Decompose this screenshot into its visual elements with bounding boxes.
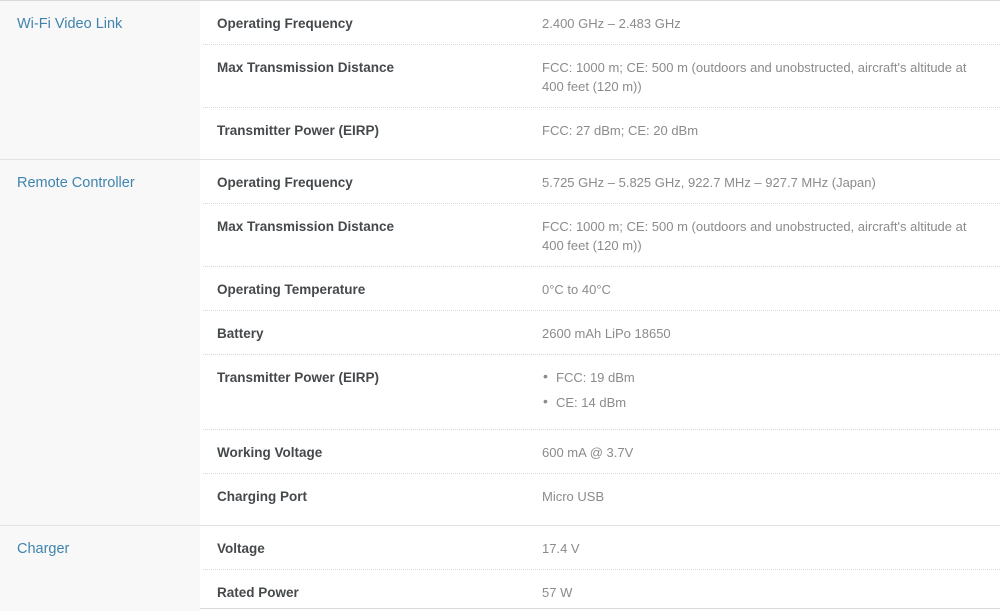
section-title-cell: Remote Controller: [0, 160, 200, 525]
value-bullet-item: CE: 14 dBm: [542, 392, 970, 412]
section-rows: Operating Frequency 5.725 GHz – 5.825 GHz…: [200, 160, 1000, 525]
spec-section: Remote Controller Operating Frequency 5.72…: [0, 159, 1000, 525]
row-label: Transmitter Power (EIRP): [217, 370, 380, 385]
table-row: Operating Frequency 5.725 GHz – 5.825 GHz…: [203, 160, 1000, 204]
row-label: Rated Power: [217, 585, 299, 600]
row-value: 17.4 V: [542, 541, 580, 556]
row-label: Max Transmission Distance: [217, 60, 395, 75]
table-row: Rated Power 57 W: [203, 570, 1000, 611]
table-row: Operating Frequency 2.400 GHz – 2.483 GHz: [203, 1, 1000, 45]
row-value: FCC: 1000 m; CE: 500 m (outdoors and uno…: [542, 219, 967, 253]
row-value: 57 W: [542, 585, 573, 600]
row-value: FCC: 19 dBm CE: 14 dBm: [542, 367, 1000, 418]
row-label: Working Voltage: [217, 445, 323, 460]
value-bullet-item: FCC: 19 dBm: [542, 367, 970, 387]
spec-section: Wi-Fi Video Link Operating Frequency 2.400…: [0, 1, 1000, 159]
row-label: Charging Port: [217, 489, 307, 504]
table-row: Charging Port Micro USB: [203, 474, 1000, 525]
row-label: Transmitter Power (EIRP): [217, 123, 380, 138]
table-row: Transmitter Power (EIRP) FCC: 19 dBm CE: 1…: [203, 355, 1000, 430]
row-label: Operating Temperature: [217, 282, 366, 297]
table-row: Operating Temperature 0°C to 40°C: [203, 267, 1000, 311]
row-value: 2600 mAh LiPo 18650: [542, 326, 671, 341]
table-row: Working Voltage 600 mA @ 3.7V: [203, 430, 1000, 474]
row-value: 600 mA @ 3.7V: [542, 445, 634, 460]
row-value: 0°C to 40°C: [542, 282, 611, 297]
row-label: Voltage: [217, 541, 265, 556]
table-row: Max Transmission Distance FCC: 1000 m; CE…: [203, 45, 1000, 108]
table-row: Transmitter Power (EIRP) FCC: 27 dBm; CE:…: [203, 108, 1000, 159]
row-value: FCC: 27 dBm; CE: 20 dBm: [542, 123, 699, 138]
row-label: Operating Frequency: [217, 16, 353, 31]
section-rows: Operating Frequency 2.400 GHz – 2.483 GHz…: [200, 1, 1000, 159]
section-title: Remote Controller: [17, 175, 135, 191]
section-title-cell: Wi-Fi Video Link: [0, 1, 200, 159]
section-title: Wi-Fi Video Link: [17, 16, 123, 32]
section-rows: Voltage 17.4 V Rated Power 57 W: [200, 526, 1000, 611]
row-value: 2.400 GHz – 2.483 GHz: [542, 16, 681, 31]
row-value: 5.725 GHz – 5.825 GHz, 922.7 MHz – 927.7…: [542, 175, 876, 190]
spec-section: Charger Voltage 17.4 V Rated Power 57 W: [0, 525, 1000, 611]
table-row: Voltage 17.4 V: [203, 526, 1000, 570]
row-label: Battery: [217, 326, 264, 341]
value-bullet-list: FCC: 19 dBm CE: 14 dBm: [542, 367, 970, 412]
row-value: Micro USB: [542, 489, 605, 504]
table-row: Max Transmission Distance FCC: 1000 m; CE…: [203, 204, 1000, 267]
row-label: Operating Frequency: [217, 175, 353, 190]
table-row: Battery 2600 mAh LiPo 18650: [203, 311, 1000, 355]
section-title: Charger: [17, 541, 70, 557]
row-label: Max Transmission Distance: [217, 219, 395, 234]
section-title-cell: Charger: [0, 526, 200, 611]
row-value: FCC: 1000 m; CE: 500 m (outdoors and uno…: [542, 60, 967, 94]
